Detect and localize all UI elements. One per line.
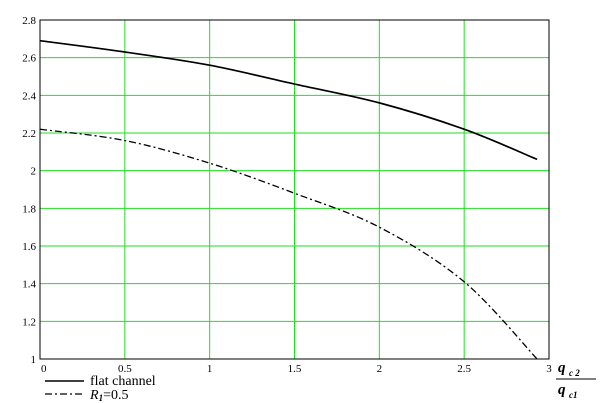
x-tick-label: 0 [41,363,47,375]
x-axis-label: q c 2 q c1 [556,360,596,400]
plot-frame [39,19,550,360]
y-tick-label: 1.8 [22,203,36,215]
x-label-denominator-sub: c1 [569,390,578,400]
series-layer [39,39,538,360]
x-tick-label: 2 [377,363,383,375]
x-tick-label: 1 [207,363,213,375]
y-tick-label: 2.2 [22,128,36,140]
series-line-flat-channel [39,39,538,161]
grid [40,20,549,359]
x-label-denominator: q [558,382,566,398]
y-tick-label: 2.8 [22,15,36,27]
legend-label-flat-channel: flat channel [90,374,156,389]
x-tick-label: 1.5 [288,363,302,375]
x-tick-label: 2.5 [457,363,471,375]
y-tick-label: 2.6 [22,53,36,65]
x-tick-label: 0.5 [118,363,132,375]
x-tick-label: 3 [546,363,552,375]
legend-r1-symbol: R [89,388,99,403]
y-tick-label: 2.4 [22,90,36,102]
tick-labels: 0 0.5 1 1.5 2 2.5 3 1 1.2 1.4 1.6 1.8 2 2.2 2.4 2.6 2.8 [22,15,552,375]
y-tick-label: 1.2 [22,316,36,328]
x-label-numerator: q [558,360,566,376]
legend: flat channel R1=0.5 [45,374,156,403]
series-line-r1 [39,128,538,360]
legend-r1-rest: =0.5 [103,388,128,403]
legend-label-r1: R1=0.5 [89,388,128,403]
legend-r1-sub: 1 [99,393,104,403]
y-tick-label: 1.6 [22,241,36,253]
x-label-numerator-sub: c 2 [569,368,580,378]
y-tick-label: 2 [31,166,37,178]
y-tick-label: 1.4 [22,279,36,291]
y-tick-label: 1 [31,354,37,366]
